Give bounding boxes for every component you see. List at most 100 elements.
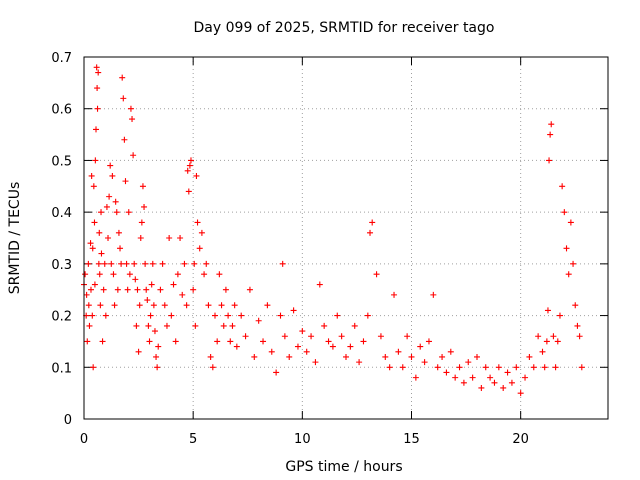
data-point bbox=[561, 209, 568, 216]
data-point bbox=[118, 260, 125, 267]
data-point bbox=[134, 286, 141, 293]
data-point bbox=[187, 157, 194, 164]
data-point bbox=[139, 183, 146, 190]
data-point bbox=[88, 172, 95, 179]
data-point bbox=[312, 359, 319, 366]
data-point bbox=[184, 167, 191, 174]
data-point bbox=[108, 260, 115, 267]
y-axis-label: SRMTID / TECUs bbox=[7, 182, 23, 295]
y-tick-label: 0.3 bbox=[51, 258, 72, 273]
data-point bbox=[225, 312, 232, 319]
data-point bbox=[106, 193, 113, 200]
data-point bbox=[351, 322, 358, 329]
data-point bbox=[120, 95, 127, 102]
data-point bbox=[360, 338, 367, 345]
data-point bbox=[391, 291, 398, 298]
y-tick-label: 0.4 bbox=[51, 206, 72, 221]
data-point bbox=[121, 136, 128, 143]
data-point bbox=[526, 353, 533, 360]
data-point bbox=[94, 85, 101, 92]
data-point bbox=[99, 338, 106, 345]
data-point bbox=[179, 291, 186, 298]
data-point bbox=[141, 203, 148, 210]
y-tick-label: 0 bbox=[64, 413, 72, 428]
data-point bbox=[132, 276, 139, 283]
data-point bbox=[290, 307, 297, 314]
data-point bbox=[343, 353, 349, 360]
data-point bbox=[203, 260, 210, 267]
data-point bbox=[500, 384, 507, 391]
x-tick-label: 15 bbox=[403, 432, 420, 447]
data-point bbox=[412, 374, 419, 381]
data-point bbox=[133, 322, 140, 329]
data-point bbox=[192, 322, 199, 329]
data-point bbox=[102, 312, 109, 319]
data-point bbox=[356, 359, 363, 366]
data-point bbox=[115, 229, 122, 236]
x-axis-label: GPS time / hours bbox=[285, 459, 402, 475]
data-point bbox=[513, 364, 520, 371]
data-point bbox=[97, 302, 104, 309]
data-point bbox=[246, 286, 253, 293]
data-point bbox=[110, 271, 117, 278]
data-point bbox=[124, 286, 131, 293]
chart-title: Day 099 of 2025, SRMTID for receiver tag… bbox=[194, 20, 495, 36]
data-point bbox=[114, 286, 121, 293]
data-point bbox=[338, 333, 345, 340]
data-point bbox=[130, 152, 137, 159]
data-point bbox=[190, 286, 197, 293]
data-point bbox=[329, 343, 336, 350]
data-point bbox=[439, 353, 446, 360]
data-point bbox=[126, 271, 133, 278]
data-point bbox=[84, 338, 91, 345]
data-point bbox=[541, 364, 548, 371]
data-point bbox=[95, 260, 102, 267]
data-point bbox=[181, 260, 188, 267]
data-point bbox=[89, 245, 96, 252]
data-point bbox=[154, 364, 161, 371]
data-point bbox=[185, 188, 192, 195]
grid bbox=[84, 57, 608, 419]
data-point bbox=[321, 322, 328, 329]
data-point bbox=[96, 229, 103, 236]
data-point bbox=[147, 312, 154, 319]
data-point bbox=[260, 338, 267, 345]
data-point bbox=[229, 322, 236, 329]
data-point bbox=[578, 364, 585, 371]
data-point bbox=[574, 322, 581, 329]
data-point bbox=[474, 353, 480, 360]
data-point bbox=[547, 131, 554, 138]
data-point bbox=[334, 312, 341, 319]
data-point bbox=[205, 302, 212, 309]
data-point bbox=[325, 338, 332, 345]
data-point bbox=[373, 271, 380, 278]
data-point bbox=[103, 203, 110, 210]
data-point bbox=[122, 178, 129, 185]
data-point bbox=[127, 105, 134, 112]
data-point bbox=[255, 317, 262, 324]
data-point bbox=[112, 198, 119, 205]
data-point bbox=[273, 369, 280, 376]
data-point bbox=[101, 260, 108, 267]
data-point bbox=[194, 219, 201, 226]
data-point bbox=[216, 271, 223, 278]
data-point bbox=[559, 183, 566, 190]
data-point bbox=[286, 353, 293, 360]
data-point bbox=[83, 291, 90, 298]
y-tick-label: 0.7 bbox=[51, 51, 72, 66]
data-point bbox=[238, 312, 245, 319]
data-point bbox=[308, 333, 315, 340]
data-point bbox=[364, 312, 371, 319]
data-point bbox=[138, 219, 145, 226]
data-point bbox=[281, 333, 288, 340]
data-point bbox=[157, 286, 164, 293]
data-point bbox=[367, 229, 374, 236]
data-point bbox=[143, 286, 150, 293]
data-point bbox=[570, 260, 577, 267]
data-point bbox=[82, 271, 89, 278]
data-point bbox=[465, 359, 472, 366]
data-point bbox=[191, 260, 198, 267]
data-point bbox=[482, 364, 489, 371]
data-point bbox=[377, 333, 384, 340]
data-point bbox=[443, 369, 450, 376]
